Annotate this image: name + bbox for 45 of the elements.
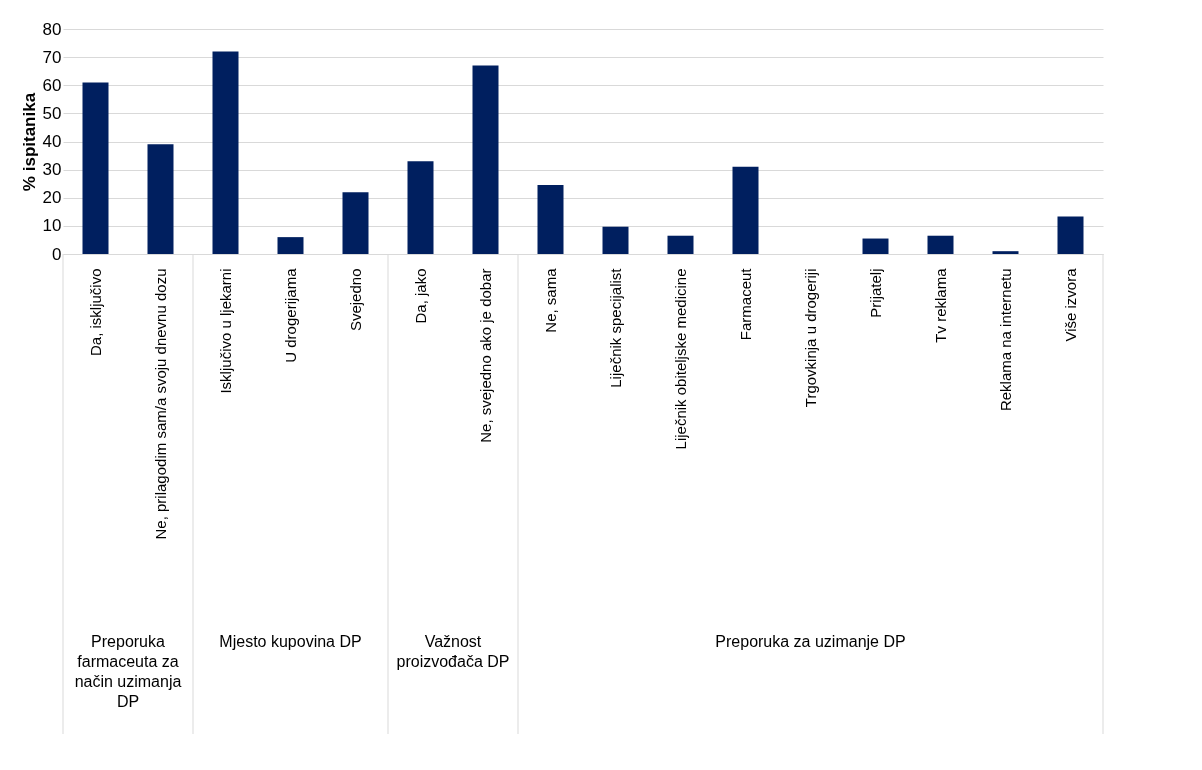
y-tick-label: 80: [42, 19, 62, 39]
x-tick-label: Više izvora: [1061, 267, 1079, 342]
y-tick-label: 40: [42, 132, 62, 151]
x-tick-label: Da, jako: [411, 268, 429, 324]
x-tick-label: Prijatelj: [866, 268, 884, 318]
x-tick-label: Ne, sama: [541, 267, 559, 333]
y-tick-label: 30: [42, 160, 62, 180]
bar: [992, 251, 1019, 254]
bar: [602, 226, 629, 254]
x-tick-label: Liječnik specijalist: [606, 267, 624, 388]
y-tick-label: 10: [42, 216, 62, 236]
x-tick-label: U drogerijama: [281, 267, 299, 363]
bar: [667, 235, 694, 254]
y-tick-label: 70: [42, 47, 62, 67]
bar: [147, 144, 174, 254]
x-tick-label: Trgovkinja u drogeriji: [801, 268, 819, 408]
x-tick-label: Ne, prilagodim sam/a svoju dnevnu dozu: [151, 268, 169, 540]
bar: [537, 185, 564, 254]
bar: [472, 65, 499, 254]
x-tick-label: Reklama na internetu: [996, 268, 1014, 412]
text: Važnost proizvođača DP: [396, 633, 510, 670]
y-tick-label: 50: [42, 103, 62, 123]
text: Mjesto kupovina DP: [219, 633, 362, 650]
bar: [82, 82, 109, 254]
bar: [862, 238, 889, 254]
x-tick-label: Ne, svejedno ako je dobar: [476, 268, 494, 443]
x-tick-label: Da, isključivo: [86, 268, 104, 357]
bar: [342, 192, 369, 254]
y-tick-label: 0: [52, 244, 62, 264]
x-tick-label: Svejedno: [346, 268, 364, 332]
x-tick-label: Liječnik obiteljske medicine: [671, 268, 689, 450]
y-tick-label: 60: [42, 75, 62, 95]
text: Preporuka farmaceuta za način uzimanja DP: [74, 633, 182, 710]
x-tick-label: Farmaceut: [736, 267, 754, 341]
bar: [407, 161, 434, 254]
bar: [927, 235, 954, 254]
bar: [732, 166, 759, 254]
bar: [212, 51, 239, 254]
bar: [277, 237, 304, 254]
x-tick-label: Isključivo u ljekarni: [216, 268, 234, 394]
text: Preporuka za uzimanje DP: [715, 633, 906, 650]
y-axis-title: % ispitanika: [19, 92, 39, 192]
x-tick-label: Tv reklama: [931, 267, 949, 343]
bar: [1057, 216, 1084, 254]
y-tick-label: 20: [42, 188, 62, 208]
